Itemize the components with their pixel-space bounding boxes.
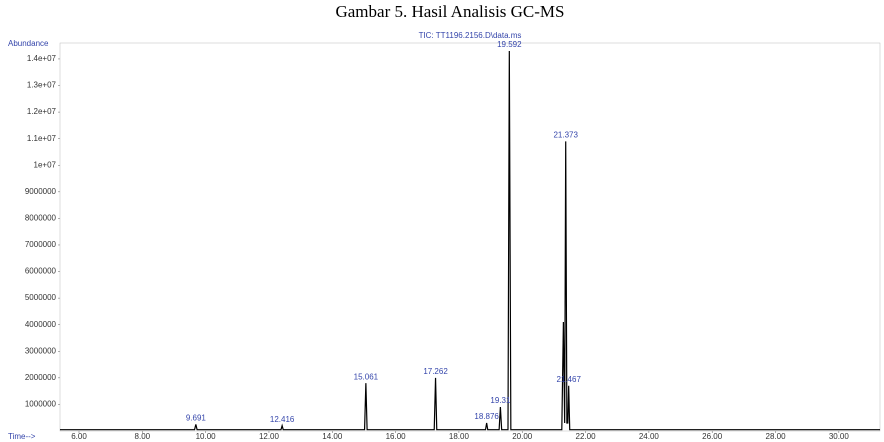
y-tick-label: 4000000 (25, 320, 57, 329)
chart-subtitle: TIC: TT1196.2156.D\data.ms (419, 31, 522, 40)
x-tick-label: 6.00 (71, 432, 87, 441)
chart-title: Gambar 5. Hasil Analisis GC-MS (335, 2, 564, 21)
plot-frame (59, 42, 881, 432)
x-tick-label: 14.00 (322, 432, 343, 441)
x-tick-label: 24.00 (639, 432, 660, 441)
x-tick-label: 26.00 (702, 432, 723, 441)
y-tick-label: 7000000 (25, 240, 57, 249)
y-tick-label: 1.2e+07 (27, 107, 57, 116)
peak-label: 21.467 (556, 375, 581, 384)
y-tick-label: 3000000 (25, 346, 57, 355)
peak-label: 17.262 (423, 367, 448, 376)
y-tick-label: 6000000 (25, 267, 57, 276)
x-axis-label: Time--> (8, 432, 36, 441)
y-tick-label: 1.3e+07 (27, 81, 57, 90)
x-tick-label: 16.00 (386, 432, 407, 441)
peak-label: 19.31 (490, 396, 511, 405)
peak-label: 18.876 (474, 412, 499, 421)
chromatogram-line (60, 50, 880, 431)
peak-label: 19.592 (497, 40, 522, 49)
y-tick-label: 1.4e+07 (27, 54, 57, 63)
peak-label: 21.373 (553, 130, 578, 139)
y-tick-label: 8000000 (25, 214, 57, 223)
peak-label: 9.691 (186, 413, 207, 422)
x-tick-label: 22.00 (576, 432, 597, 441)
y-tick-label: 1000000 (25, 400, 57, 409)
peak-label: 12.416 (270, 415, 295, 424)
x-tick-label: 30.00 (829, 432, 850, 441)
x-tick-label: 28.00 (766, 432, 787, 441)
x-tick-label: 20.00 (512, 432, 533, 441)
peak-label: 15.061 (354, 372, 379, 381)
x-tick-label: 10.00 (196, 432, 217, 441)
y-tick-label: 9000000 (25, 187, 57, 196)
x-tick-label: 8.00 (135, 432, 151, 441)
y-tick-label: 1e+07 (34, 160, 57, 169)
x-tick-label: 18.00 (449, 432, 470, 441)
y-tick-label: 2000000 (25, 373, 57, 382)
x-tick-label: 12.00 (259, 432, 280, 441)
y-tick-label: 1.1e+07 (27, 134, 57, 143)
y-axis-label: Abundance (8, 39, 49, 48)
y-tick-label: 5000000 (25, 293, 57, 302)
